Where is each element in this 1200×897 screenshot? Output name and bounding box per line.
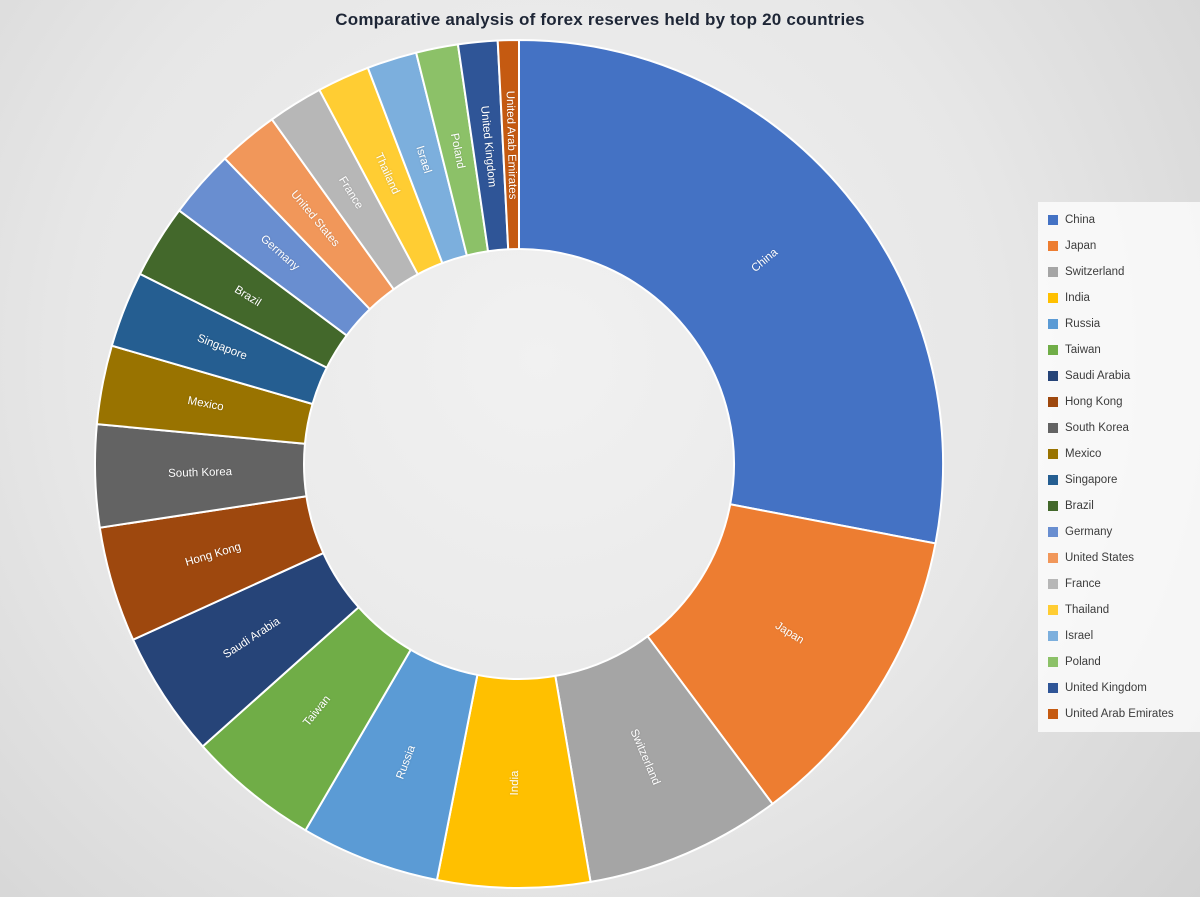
legend-label: Poland <box>1065 656 1101 668</box>
legend-item-switzerland: Switzerland <box>1048 259 1200 285</box>
legend-label: Singapore <box>1065 474 1118 486</box>
legend-swatch-icon <box>1048 319 1058 329</box>
legend-label: China <box>1065 214 1096 226</box>
slice-label-united-arab-emirates: United Arab Emirates <box>504 91 519 200</box>
pie-slice-china <box>518 38 944 545</box>
legend-swatch-icon <box>1048 397 1058 407</box>
legend-item-poland: Poland <box>1048 649 1200 675</box>
legend-swatch-icon <box>1048 345 1058 355</box>
legend-label: India <box>1065 292 1090 304</box>
legend-item-saudi-arabia: Saudi Arabia <box>1048 363 1200 389</box>
legend-item-south-korea: South Korea <box>1048 415 1200 441</box>
chart-title: Comparative analysis of forex reserves h… <box>335 10 865 29</box>
legend-label: Taiwan <box>1065 344 1101 356</box>
legend-label: France <box>1065 578 1101 590</box>
legend-swatch-icon <box>1048 605 1058 615</box>
slice-label-india: India <box>509 770 521 796</box>
legend-swatch-icon <box>1048 371 1058 381</box>
legend-swatch-icon <box>1048 241 1058 251</box>
legend: China Japan Switzerland India Russia Taiwan Sa… <box>1038 202 1200 732</box>
legend-item-brazil: Brazil <box>1048 493 1200 519</box>
legend-label: Hong Kong <box>1065 396 1123 408</box>
legend-label: United Arab Emirates <box>1065 708 1174 720</box>
legend-item-united-arab-emirates: United Arab Emirates <box>1048 701 1200 727</box>
legend-swatch-icon <box>1048 631 1058 641</box>
legend-item-united-kingdom: United Kingdom <box>1048 675 1200 701</box>
legend-swatch-icon <box>1048 293 1058 303</box>
legend-swatch-icon <box>1048 553 1058 563</box>
legend-label: Thailand <box>1065 604 1110 616</box>
legend-item-germany: Germany <box>1048 519 1200 545</box>
legend-item-united-states: United States <box>1048 545 1200 571</box>
legend-label: Saudi Arabia <box>1065 370 1131 382</box>
legend-swatch-icon <box>1048 683 1058 693</box>
legend-item-taiwan: Taiwan <box>1048 337 1200 363</box>
legend-item-china: China <box>1048 207 1200 233</box>
legend-item-japan: Japan <box>1048 233 1200 259</box>
legend-label: Germany <box>1065 526 1113 538</box>
legend-swatch-icon <box>1048 657 1058 667</box>
pie-slice-japan <box>646 503 937 806</box>
legend-label: Japan <box>1065 240 1097 252</box>
legend-swatch-icon <box>1048 527 1058 537</box>
legend-item-hong-kong: Hong Kong <box>1048 389 1200 415</box>
slice-label-south-korea: South Korea <box>168 466 233 480</box>
legend-swatch-icon <box>1048 475 1058 485</box>
legend-item-india: India <box>1048 285 1200 311</box>
legend-label: Brazil <box>1065 500 1094 512</box>
legend-swatch-icon <box>1048 709 1058 719</box>
legend-swatch-icon <box>1048 423 1058 433</box>
legend-label: United States <box>1065 552 1135 564</box>
legend-swatch-icon <box>1048 579 1058 589</box>
legend-swatch-icon <box>1048 215 1058 225</box>
legend-label: Israel <box>1065 630 1094 642</box>
legend-item-mexico: Mexico <box>1048 441 1200 467</box>
legend-swatch-icon <box>1048 501 1058 511</box>
legend-item-israel: Israel <box>1048 623 1200 649</box>
legend-swatch-icon <box>1048 267 1058 277</box>
legend-label: Switzerland <box>1065 266 1125 278</box>
legend-label: Russia <box>1065 318 1101 330</box>
legend-item-thailand: Thailand <box>1048 597 1200 623</box>
legend-item-singapore: Singapore <box>1048 467 1200 493</box>
pie-slice-united-arab-emirates <box>496 38 520 251</box>
legend-label: United Kingdom <box>1065 682 1147 694</box>
legend-swatch-icon <box>1048 449 1058 459</box>
legend-label: Mexico <box>1065 448 1102 460</box>
legend-item-france: France <box>1048 571 1200 597</box>
legend-label: South Korea <box>1065 422 1129 434</box>
legend-item-russia: Russia <box>1048 311 1200 337</box>
